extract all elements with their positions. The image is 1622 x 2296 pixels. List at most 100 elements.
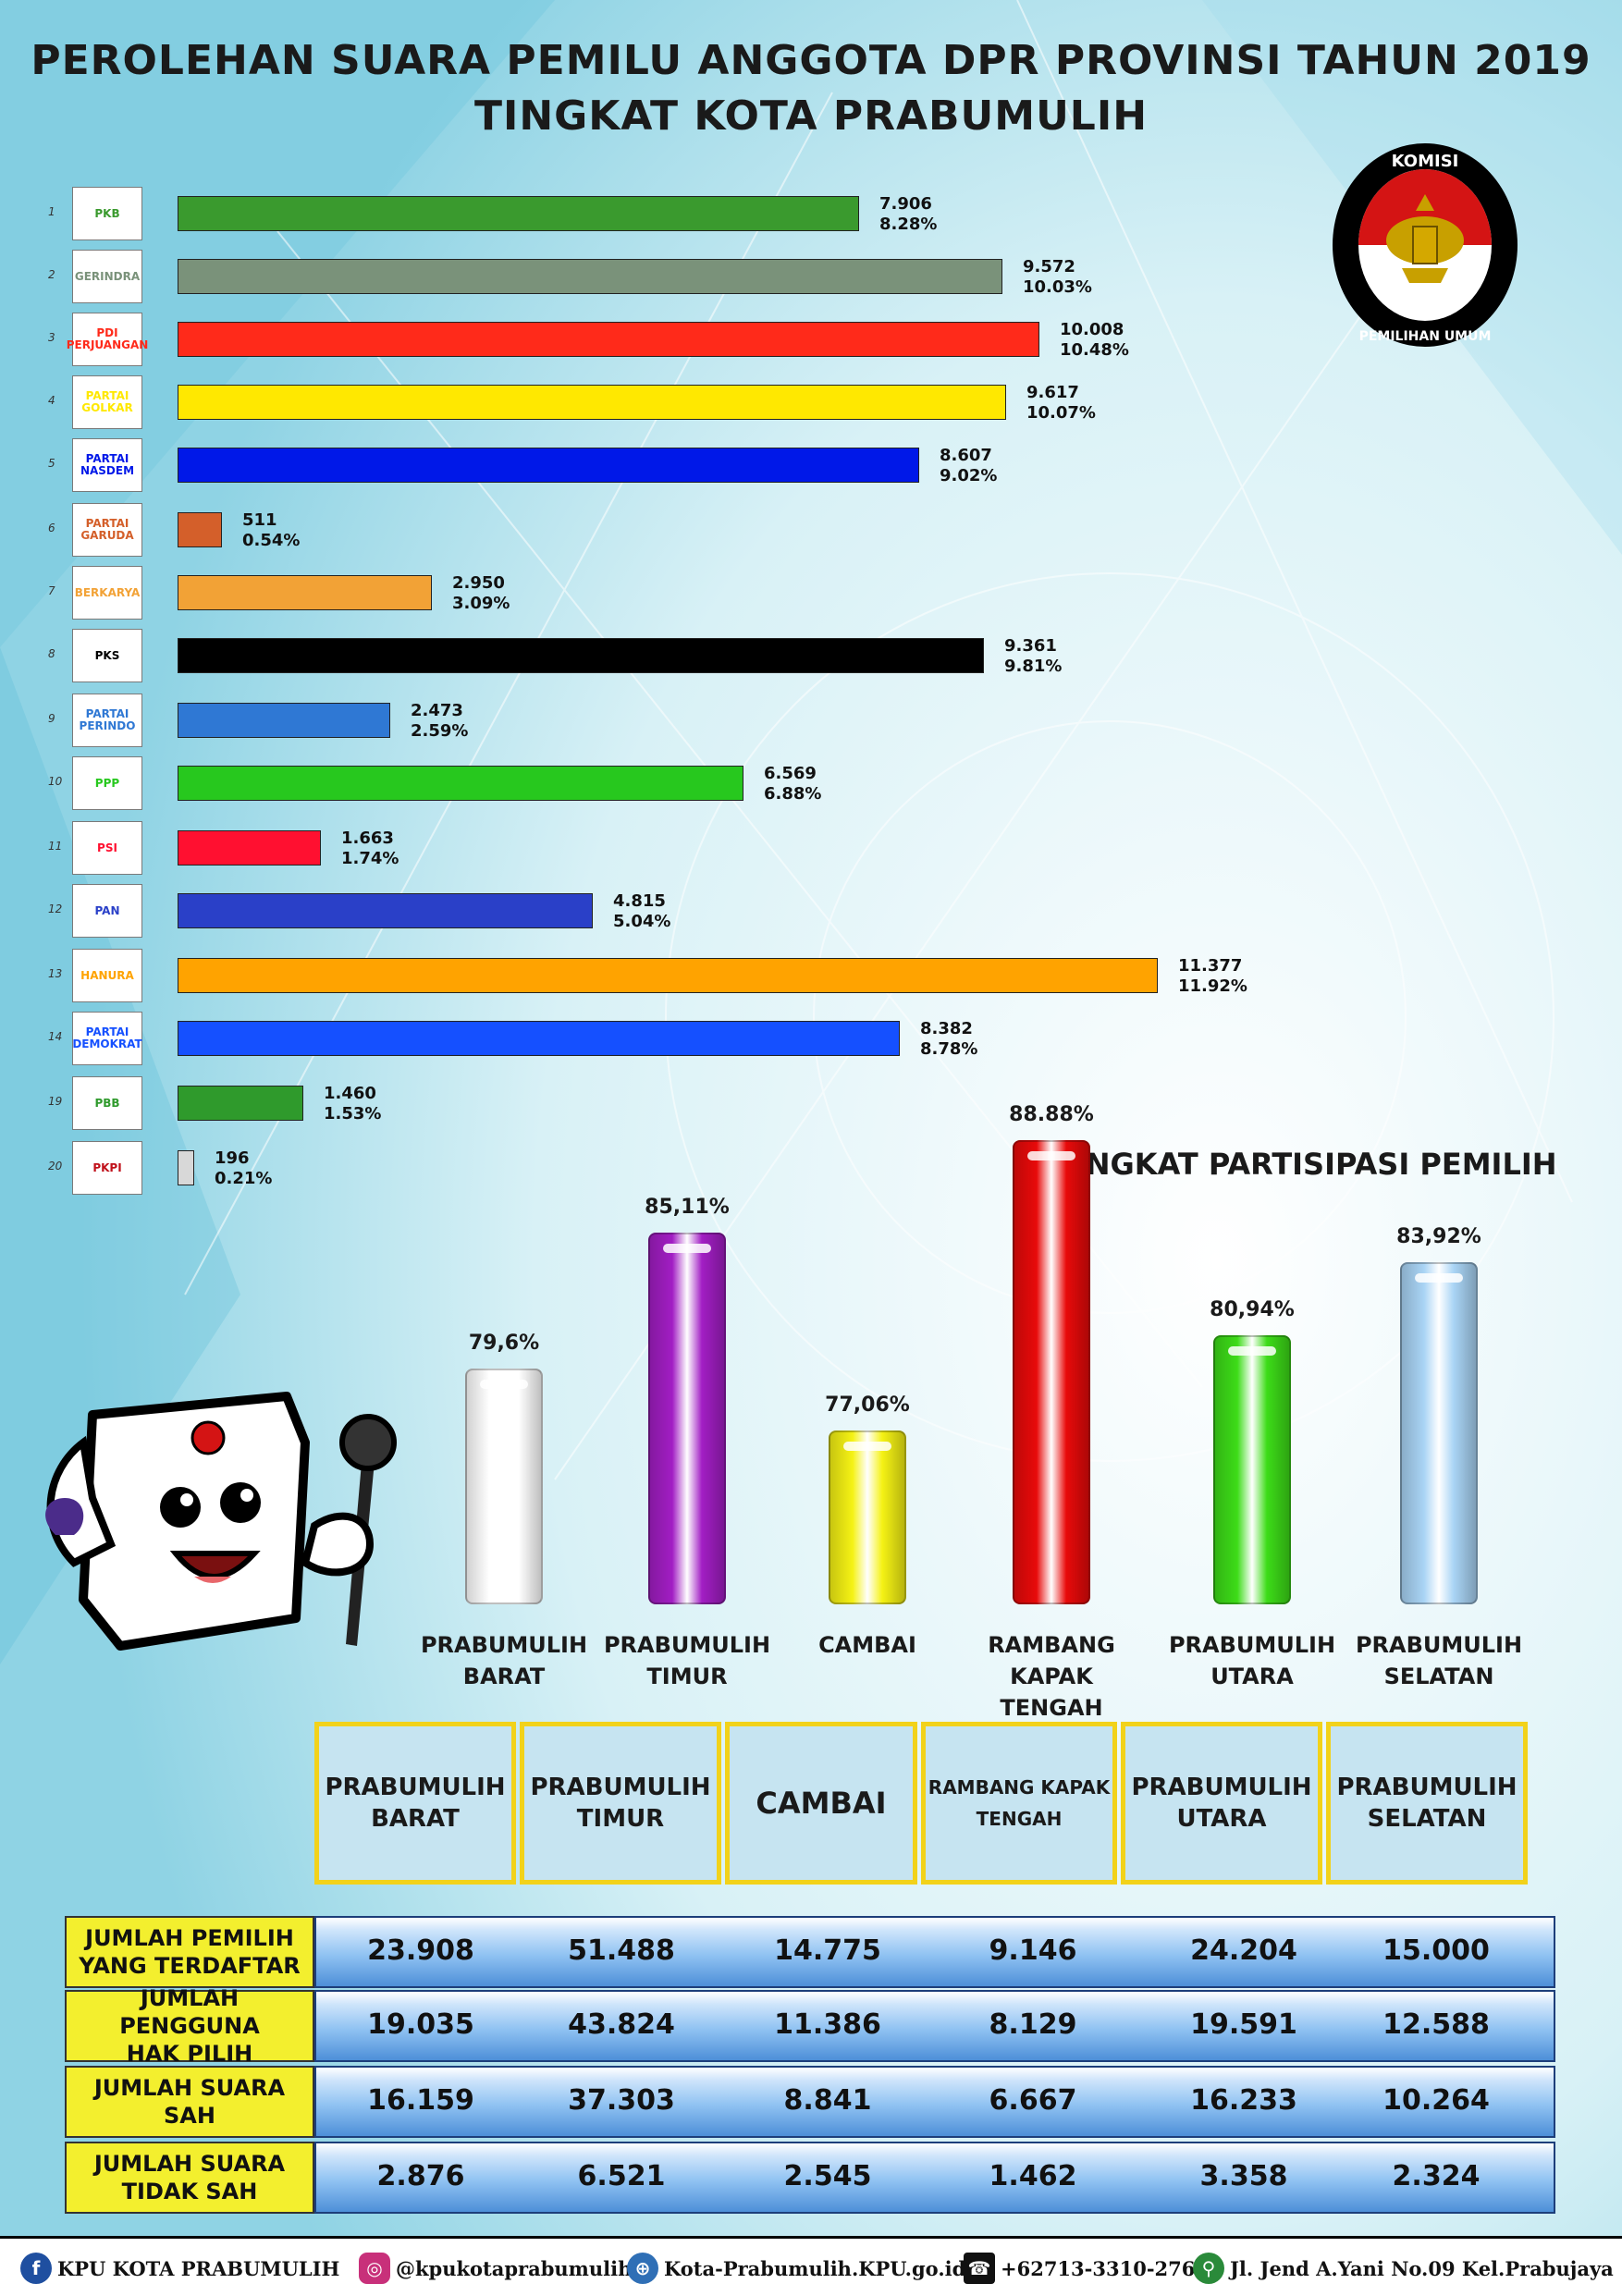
participation-chart-title: TINGKAT PARTISIPASI PEMILIH (1054, 1147, 1557, 1182)
party-rank-number: 8 (48, 647, 55, 660)
kpu-logo-bottom-text: PEMILIHAN UMUM (1359, 329, 1492, 344)
participation-category-label: PRABUMULIH SELATAN (1355, 1632, 1523, 1689)
party-vote-percent: 3.09% (452, 594, 510, 613)
participation-value-label: 77,06% (825, 1394, 910, 1417)
party-logo: PARTAI DEMOKRAT (72, 1012, 142, 1065)
party-vote-percent: 8.28% (879, 215, 938, 234)
party-logo: PPP (72, 756, 142, 810)
party-vote-percent: 10.48% (1060, 340, 1129, 360)
party-vote-percent: 10.07% (1026, 403, 1096, 423)
party-logo: PARTAI PERINDO (72, 694, 142, 747)
party-vote-percent: 9.81% (1004, 657, 1063, 676)
party-vote-count: 2.473 (411, 701, 463, 720)
party-vote-percent: 2.59% (411, 721, 469, 741)
ballot-mascot-illustration (45, 1392, 397, 1651)
party-logo: PSI (72, 821, 142, 875)
participation-value-label: 83,92% (1396, 1225, 1481, 1248)
chart-title-line1: PEROLEHAN SUARA PEMILU ANGGOTA DPR PROVI… (31, 37, 1591, 84)
party-rank-number: 13 (48, 967, 63, 980)
party-rank-number: 11 (48, 840, 63, 853)
table-row-label: JUMLAH SUARA TIDAK SAH (65, 2142, 314, 2214)
bar-highlight (1228, 1346, 1276, 1356)
party-vote-bar (178, 893, 593, 928)
table-cell: 14.775 (774, 1934, 881, 1967)
party-vote-bar (178, 448, 919, 483)
party-vote-bar (178, 512, 222, 547)
table-cell: 3.358 (1199, 2160, 1288, 2192)
party-row: 4 PARTAI GOLKAR 9.617 10.07% (0, 375, 1622, 435)
facebook-icon: f (20, 2253, 52, 2284)
party-rank-number: 14 (48, 1030, 63, 1043)
participation-bar (1400, 1262, 1478, 1604)
party-vote-bar (178, 830, 321, 866)
bar-highlight (843, 1442, 891, 1451)
participation-category-label: RAMBANG KAPAK TENGAH (988, 1632, 1115, 1721)
party-vote-bar (178, 196, 859, 231)
party-row: 6 PARTAI GARUDA 511 0.54% (0, 503, 1622, 562)
party-vote-count: 4.815 (613, 891, 666, 911)
party-row: 3 PDI PERJUANGAN 10.008 10.48% (0, 313, 1622, 372)
party-row: 7 BERKARYA 2.950 3.09% (0, 566, 1622, 625)
party-vote-bar (178, 958, 1158, 993)
kpu-logo: KOMISI PEMILIHAN UMUM (1333, 143, 1518, 347)
party-rank-number: 5 (48, 457, 55, 470)
footer-facebook[interactable]: f KPU KOTA PRABUMULIH (20, 2250, 339, 2287)
table-cell: 10.264 (1382, 2084, 1490, 2117)
phone-icon: ☎ (964, 2253, 995, 2284)
table-column-header: CAMBAI (725, 1722, 917, 1885)
party-vote-percent: 10.03% (1023, 277, 1092, 297)
footer-instagram[interactable]: ◎ @kpukotaprabumulih (359, 2250, 632, 2287)
party-vote-count: 196 (215, 1148, 250, 1168)
globe-icon: ⊕ (627, 2253, 658, 2284)
table-column-header: RAMBANG KAPAK TENGAH (921, 1722, 1117, 1885)
party-rank-number: 20 (48, 1160, 63, 1173)
party-logo-text: PPP (94, 776, 120, 790)
footer-address: ⚲ Jl. Jend A.Yani No.09 Kel.Prabujaya (1193, 2250, 1614, 2287)
participation-value-label: 79,6% (468, 1332, 540, 1355)
party-logo-text: HANURA (80, 968, 134, 982)
table-cell: 19.035 (367, 2008, 474, 2041)
party-rank-number: 9 (48, 712, 55, 725)
participation-bar (465, 1369, 543, 1604)
party-vote-count: 7.906 (879, 194, 932, 214)
party-vote-count: 511 (242, 510, 277, 530)
bar-highlight (1415, 1273, 1463, 1283)
table-cell: 8.841 (783, 2084, 872, 2117)
party-rank-number: 12 (48, 902, 63, 915)
party-rank-number: 4 (48, 394, 55, 407)
party-logo: PBB (72, 1076, 142, 1130)
party-vote-bar (178, 322, 1039, 357)
footer-phone[interactable]: ☎ +62713-3310-276 (964, 2250, 1195, 2287)
table-cell: 9.146 (989, 1934, 1077, 1967)
party-logo-text: PARTAI DEMOKRAT (72, 1025, 142, 1050)
participation-bar (648, 1233, 726, 1604)
participation-bar (829, 1430, 906, 1604)
footer-website[interactable]: ⊕ Kota-Prabumulih.KPU.go.id (627, 2250, 965, 2287)
party-vote-percent: 0.54% (242, 531, 301, 550)
party-row: 5 PARTAI NASDEM 8.607 9.02% (0, 438, 1622, 497)
party-logo: PARTAI NASDEM (72, 438, 142, 492)
table-cell: 12.588 (1382, 2008, 1490, 2041)
party-row: 9 PARTAI PERINDO 2.473 2.59% (0, 694, 1622, 753)
table-cell: 23.908 (367, 1934, 474, 1967)
party-vote-bar (178, 385, 1006, 420)
party-logo-text: GERINDRA (74, 269, 141, 283)
party-row: 13 HANURA 11.377 11.92% (0, 949, 1622, 1008)
table-cell: 43.824 (568, 2008, 675, 2041)
party-vote-count: 9.361 (1004, 636, 1057, 656)
party-vote-bar (178, 703, 390, 738)
table-cell: 2.324 (1392, 2160, 1481, 2192)
website-label: Kota-Prabumulih.KPU.go.id (664, 2256, 966, 2280)
table-row (314, 2066, 1555, 2138)
party-rank-number: 7 (48, 584, 55, 597)
party-row: 11 PSI 1.663 1.74% (0, 821, 1622, 880)
party-logo-text: PSI (97, 841, 117, 854)
party-vote-count: 8.607 (940, 446, 992, 465)
party-vote-count: 10.008 (1060, 320, 1124, 339)
party-rank-number: 1 (48, 205, 55, 218)
party-logo-text: PARTAI NASDEM (80, 452, 135, 477)
table-column-header: PRABUMULIH TIMUR (520, 1722, 721, 1885)
participation-category-label: PRABUMULIH BARAT (420, 1632, 588, 1689)
party-vote-bar (178, 638, 984, 673)
participation-category-label: CAMBAI (818, 1632, 916, 1658)
